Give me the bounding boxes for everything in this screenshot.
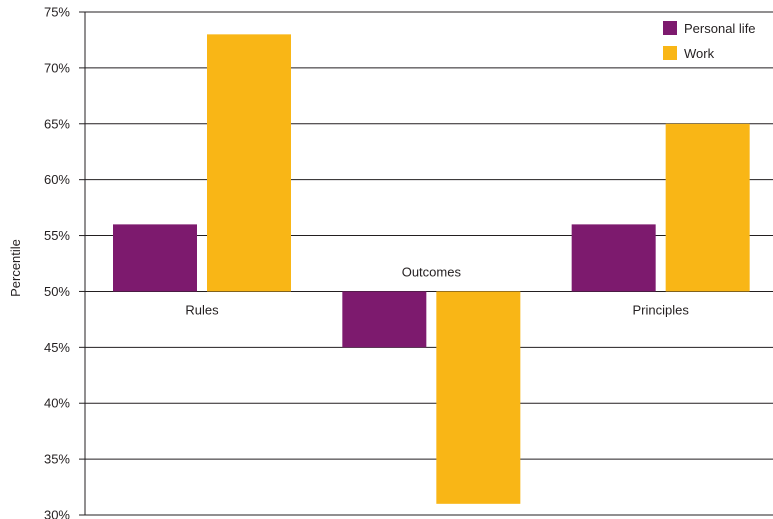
y-tick-label: 65% [44, 116, 70, 131]
y-tick-label: 35% [44, 452, 70, 467]
y-tick-label: 70% [44, 60, 70, 75]
y-axis-title: Percentile [8, 239, 23, 297]
gridlines [85, 11, 773, 516]
y-tick-label: 45% [44, 340, 70, 355]
bar [342, 291, 427, 348]
category-label: Outcomes [402, 264, 462, 279]
legend: Personal life Work [663, 21, 756, 61]
legend-label: Personal life [684, 21, 756, 36]
category-label: Rules [185, 302, 219, 317]
bar [113, 224, 197, 292]
y-tick-label: 40% [44, 396, 70, 411]
bars [113, 34, 750, 504]
y-tick-label: 50% [44, 284, 70, 299]
bar [436, 291, 521, 504]
legend-swatch [663, 46, 677, 60]
y-tick-label: 60% [44, 172, 70, 187]
bar [665, 123, 750, 292]
legend-swatch [663, 21, 677, 35]
y-tick-label: 55% [44, 228, 70, 243]
legend-label: Work [684, 46, 715, 61]
bar [207, 34, 291, 292]
y-axis-ticks: 30% 35% 40% 45% 50% 55% 60% 65% 70% 75% [44, 5, 85, 519]
category-label: Principles [632, 302, 689, 317]
bar [571, 224, 656, 292]
category-labels: Rules Outcomes Principles [185, 264, 689, 317]
y-tick-label: 75% [44, 5, 70, 20]
y-tick-label: 30% [44, 508, 70, 519]
